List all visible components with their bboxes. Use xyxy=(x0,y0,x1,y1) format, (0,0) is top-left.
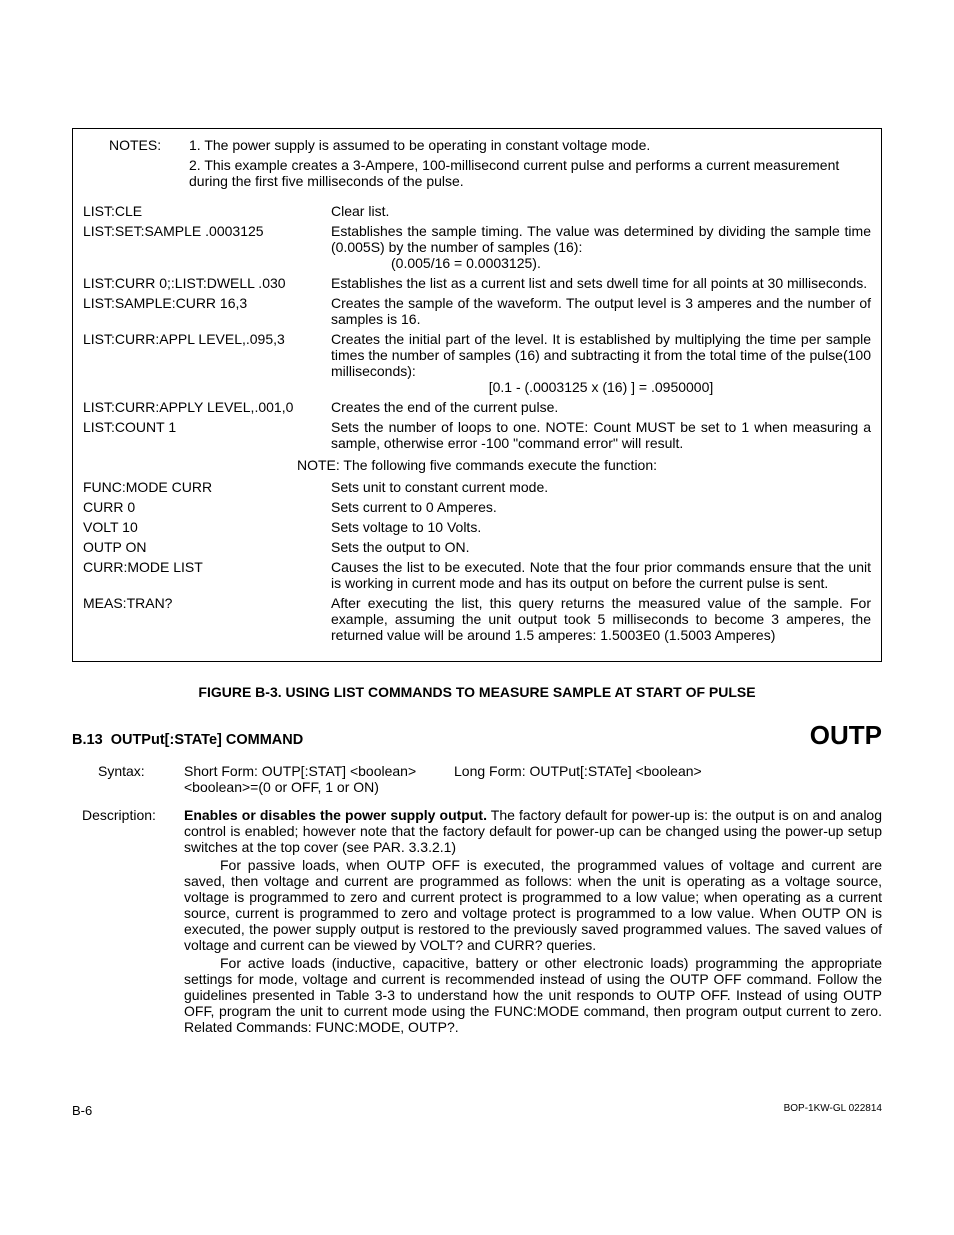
cmd-desc: Creates the initial part of the level. I… xyxy=(331,331,871,395)
description-block: Description: Enables or disables the pow… xyxy=(72,807,882,1037)
cmd-desc: Causes the list to be executed. Note tha… xyxy=(331,559,871,591)
cmd-desc: Sets the output to ON. xyxy=(331,539,871,555)
cmd: OUTP ON xyxy=(83,539,331,555)
page-number: B-6 xyxy=(72,1103,92,1118)
cmd-desc: Establishes the sample timing. The value… xyxy=(331,223,871,271)
cmd-desc: Creates the sample of the waveform. The … xyxy=(331,295,871,327)
cmd: MEAS:TRAN? xyxy=(83,595,331,643)
description-p2: For passive loads, when OUTP OFF is exec… xyxy=(184,857,882,953)
section-header: B.13 OUTPut[:STATe] COMMAND OUTP xyxy=(72,720,882,751)
cmd-desc: Creates the end of the current pulse. xyxy=(331,399,871,415)
notes-line1: 1. The power supply is assumed to be ope… xyxy=(189,137,871,153)
cmd-desc: Establishes the list as a current list a… xyxy=(331,275,871,291)
cmd: LIST:SET:SAMPLE .0003125 xyxy=(83,223,331,271)
figure-caption: FIGURE B-3. USING LIST COMMANDS TO MEASU… xyxy=(72,684,882,700)
notes-line2: 2. This example creates a 3-Ampere, 100-… xyxy=(83,157,871,189)
section-number: B.13 xyxy=(72,732,103,748)
cmd: LIST:CLE xyxy=(83,203,331,219)
notes-box: NOTES: 1. The power supply is assumed to… xyxy=(72,128,882,662)
description-label: Description: xyxy=(82,807,184,1037)
cmd-desc: Clear list. xyxy=(331,203,871,219)
section-title: OUTPut[:STATe] COMMAND xyxy=(111,732,304,748)
cmd: FUNC:MODE CURR xyxy=(83,479,331,495)
long-form: Long Form: OUTPut[:STATe] <boolean> xyxy=(454,763,702,779)
command-list-2: FUNC:MODE CURR Sets unit to constant cur… xyxy=(83,479,871,643)
cmd: CURR:MODE LIST xyxy=(83,559,331,591)
cmd-desc: Sets current to 0 Amperes. xyxy=(331,499,871,515)
cmd: LIST:CURR:APPLY LEVEL,.001,0 xyxy=(83,399,331,415)
syntax-block: Syntax: Short Form: OUTP[:STAT] <boolean… xyxy=(72,763,882,795)
command-list-1: LIST:CLE Clear list. LIST:SET:SAMPLE .00… xyxy=(83,203,871,451)
doc-id: BOP-1KW-GL 022814 xyxy=(784,1103,882,1118)
mid-note: NOTE: The following five commands execut… xyxy=(83,457,871,473)
cmd-desc: Sets the number of loops to one. NOTE: C… xyxy=(331,419,871,451)
cmd: LIST:SAMPLE:CURR 16,3 xyxy=(83,295,331,327)
section-keyword: OUTP xyxy=(810,720,882,751)
cmd-desc: After executing the list, this query ret… xyxy=(331,595,871,643)
description-p3: For active loads (inductive, capacitive,… xyxy=(184,955,882,1035)
cmd-desc: Sets voltage to 10 Volts. xyxy=(331,519,871,535)
cmd: LIST:CURR 0;:LIST:DWELL .030 xyxy=(83,275,331,291)
description-p1: Enables or disables the power supply out… xyxy=(184,807,882,855)
short-form: Short Form: OUTP[:STAT] <boolean> xyxy=(184,763,454,779)
cmd: LIST:COUNT 1 xyxy=(83,419,331,451)
cmd: VOLT 10 xyxy=(83,519,331,535)
notes-label: NOTES: xyxy=(83,137,189,153)
page-footer: B-6 BOP-1KW-GL 022814 xyxy=(72,1103,882,1118)
syntax-label: Syntax: xyxy=(98,763,184,795)
cmd: LIST:CURR:APPL LEVEL,.095,3 xyxy=(83,331,331,395)
cmd: CURR 0 xyxy=(83,499,331,515)
cmd-desc: Sets unit to constant current mode. xyxy=(331,479,871,495)
syntax-values: <boolean>=(0 or OFF, 1 or ON) xyxy=(184,779,882,795)
